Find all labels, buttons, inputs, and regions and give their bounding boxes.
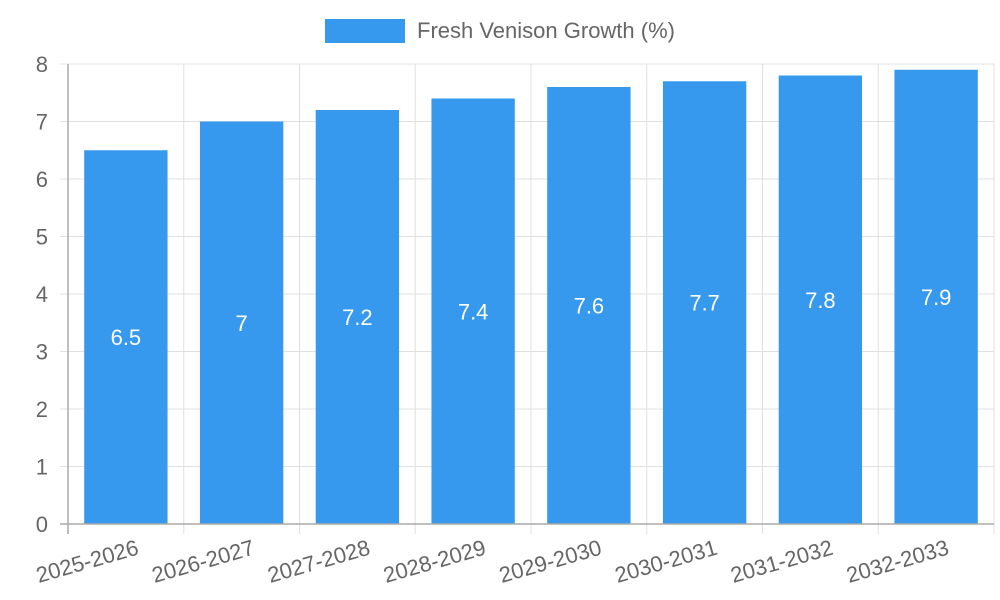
x-tick-label: 2029-2030 [496,535,604,588]
y-tick-label: 5 [36,225,48,250]
x-axis-ticks: 2025-2026 2026-2027 2027-2028 2028-2029 2029… [33,535,951,588]
x-tick-label: 2027-2028 [265,535,373,588]
data-label: 7.4 [458,299,489,324]
bar [547,87,631,524]
y-tick-label: 8 [36,52,48,77]
data-label: 7.9 [921,285,952,310]
bars [84,69,978,524]
x-tick-label: 2025-2026 [33,535,141,588]
data-label: 7.2 [342,305,373,330]
x-tick-label: 2026-2027 [149,535,257,588]
x-tick-label: 2030-2031 [612,535,720,588]
axes [60,64,994,534]
bar [778,75,863,524]
y-tick-label: 1 [36,455,48,480]
data-label: 6.5 [111,325,142,350]
legend-swatch [325,19,405,43]
data-label: 7.7 [689,291,720,316]
bar [199,121,284,524]
x-tick-label: 2028-2029 [380,535,488,588]
chart-legend[interactable]: Fresh Venison Growth (%) [0,18,1000,44]
data-label: 7.6 [574,294,605,319]
y-tick-label: 0 [36,512,48,537]
x-tick-label: 2031-2032 [728,535,836,588]
bar [315,110,400,524]
y-axis-ticks: 0 1 2 3 4 5 6 7 8 [36,52,48,537]
y-tick-label: 3 [36,340,48,365]
x-tick-label: 2032-2033 [843,535,951,588]
data-label: 7 [236,311,248,336]
bar [894,69,978,524]
y-tick-label: 6 [36,167,48,192]
y-tick-label: 2 [36,397,48,422]
bar [84,150,168,524]
legend-label: Fresh Venison Growth (%) [417,18,675,43]
data-labels: 6.5 7 7.2 7.4 7.6 7.7 7.8 7.9 [111,285,952,350]
data-label: 7.8 [805,288,836,313]
bar [431,98,515,524]
y-tick-label: 7 [36,110,48,135]
bar [662,81,747,524]
y-tick-label: 4 [36,282,48,307]
